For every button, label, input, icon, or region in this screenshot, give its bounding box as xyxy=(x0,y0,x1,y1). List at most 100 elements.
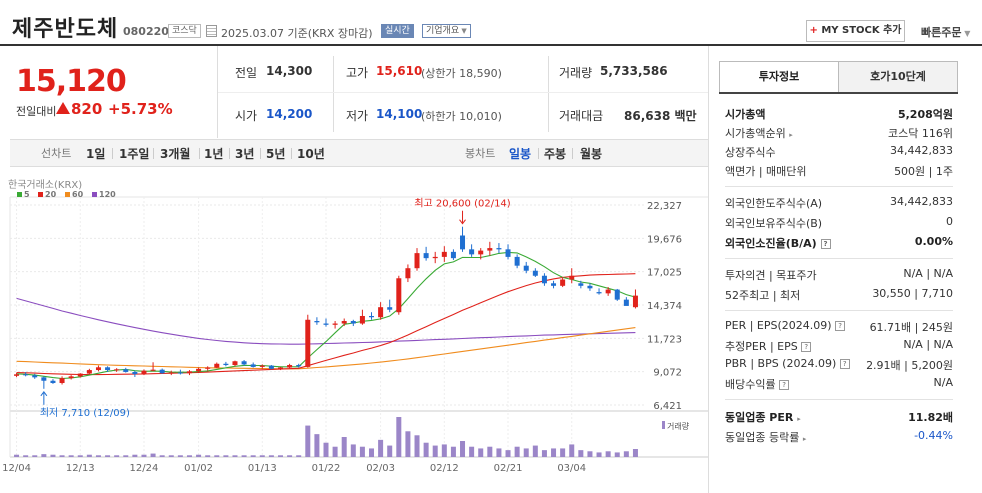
candle-weekly[interactable]: 주봉 xyxy=(544,147,567,161)
low-arrow-head xyxy=(40,390,48,397)
row-52week: 52주최고 | 최저 30,550 | 7,710 xyxy=(725,287,953,305)
quote-row-divider xyxy=(218,92,708,93)
volume-bar xyxy=(378,439,384,457)
legend-swatch xyxy=(38,192,43,197)
market-badge: 코스닥 xyxy=(168,24,201,38)
per-eps-value: 61.71배 | 245원 xyxy=(869,321,953,334)
quick-order-button[interactable]: 빠른주문 ▼ xyxy=(921,24,970,40)
period-divider xyxy=(112,148,113,159)
help-icon[interactable]: ? xyxy=(839,359,850,369)
volume-bar xyxy=(514,446,520,457)
period-bar: 선차트 1일 1주일 3개월 1년 3년 5년 10년 봉차트 일봉 주봉 월봉 xyxy=(10,139,708,167)
candle-body xyxy=(514,256,520,266)
volume-bar xyxy=(186,455,192,457)
foreign-rate-text: 외국인소진율(B/A) xyxy=(725,237,817,250)
volume-bar xyxy=(41,454,47,457)
par-unit-label: 액면가 | 매매단위 xyxy=(725,165,807,178)
x-tick-label: 01/02 xyxy=(184,463,213,474)
volume-bar xyxy=(95,455,101,457)
up-triangle-icon xyxy=(56,102,70,114)
volume-bar xyxy=(423,442,429,457)
row-industry-per: 동일업종 PER ▸ 11.82배 xyxy=(725,409,953,427)
candle-body xyxy=(196,368,202,372)
candle-body xyxy=(277,367,283,369)
chart-axes: 22,327 19,676 17,025 14,374 11,723 9,072 6,421… xyxy=(2,201,682,474)
candle-chart-label: 봉차트 xyxy=(465,147,496,160)
add-mystock-button[interactable]: + MY STOCK 추가 xyxy=(806,20,905,42)
candle-body xyxy=(378,307,384,318)
x-tick-label: 01/13 xyxy=(248,463,277,474)
x-tick-label: 02/21 xyxy=(494,463,523,474)
period-3m[interactable]: 3개월 xyxy=(160,147,191,161)
period-divider xyxy=(229,148,230,159)
help-icon[interactable]: ? xyxy=(801,342,812,352)
shares-value: 34,442,833 xyxy=(890,144,953,157)
help-icon[interactable]: ? xyxy=(820,239,831,249)
volume-bar xyxy=(177,455,183,457)
section-divider xyxy=(725,186,953,187)
tab-orderbook[interactable]: 호가10단계 xyxy=(838,61,958,93)
candle-body xyxy=(323,323,329,325)
row-industry-rate: 동일업종 등락률 ▸ -0.44% xyxy=(725,429,953,447)
w52-value: 30,550 | 7,710 xyxy=(872,287,953,300)
period-10y[interactable]: 10년 xyxy=(297,147,325,161)
volume-bar xyxy=(287,455,293,457)
company-overview-button[interactable]: 기업개요 ▼ xyxy=(422,24,471,38)
market-cap-value: 5,208억원 xyxy=(897,108,953,121)
period-divider xyxy=(572,148,573,159)
candle-body xyxy=(523,265,529,271)
candle-body xyxy=(141,370,147,375)
period-3y[interactable]: 3년 xyxy=(235,147,255,161)
chevron-down-icon: ▼ xyxy=(961,29,971,38)
y-tick-label: 19,676 xyxy=(647,234,682,245)
candle-body xyxy=(132,371,138,375)
help-icon[interactable]: ? xyxy=(835,321,846,331)
candle-body xyxy=(332,323,338,325)
stock-code: 080220 xyxy=(123,25,169,38)
plus-icon: + xyxy=(809,25,818,36)
realtime-button[interactable]: 실시간 xyxy=(381,24,414,38)
volume-bar xyxy=(314,434,320,457)
chevron-right-icon: ▸ xyxy=(789,131,793,139)
volume-bar xyxy=(469,446,475,457)
volume-bar xyxy=(578,450,584,457)
legend-swatch xyxy=(92,192,97,197)
candle-body xyxy=(496,248,502,250)
per-eps-text: PER | EPS(2024.09) xyxy=(725,319,832,332)
tab-invest-info[interactable]: 투자정보 xyxy=(719,61,839,93)
candle-body xyxy=(414,253,420,269)
candle-body xyxy=(605,289,611,294)
period-1y[interactable]: 1년 xyxy=(204,147,224,161)
stock-name: 제주반도체 xyxy=(12,17,119,42)
candle-body xyxy=(186,371,192,374)
volume-bar xyxy=(150,453,156,457)
period-1d[interactable]: 1일 xyxy=(86,147,106,161)
dividend-label: 배당수익률 ? xyxy=(725,376,790,392)
help-icon[interactable]: ? xyxy=(779,380,790,390)
candle-body xyxy=(214,363,220,368)
pbr-bps-text: PBR | BPS (2024.09) xyxy=(725,357,837,370)
section-divider xyxy=(725,310,953,311)
period-1w[interactable]: 1주일 xyxy=(119,147,150,161)
candle-body xyxy=(123,369,129,372)
candle-monthly[interactable]: 월봉 xyxy=(580,147,603,161)
candle-body xyxy=(114,369,120,371)
candle-daily[interactable]: 일봉 xyxy=(509,147,532,161)
foreign-hold-label: 외국인보유주식수(B) xyxy=(725,217,823,230)
period-divider xyxy=(260,148,261,159)
per-eps-label: PER | EPS(2024.09) ? xyxy=(725,319,846,332)
candle-body xyxy=(59,378,65,384)
volume-bar xyxy=(214,455,220,457)
volume-bar xyxy=(59,455,65,457)
period-5y[interactable]: 5년 xyxy=(266,147,286,161)
stock-header: 제주반도체 080220 코스닥 2025.03.07 기준(KRX 장마감) … xyxy=(0,0,982,46)
high-value: 15,610 xyxy=(376,64,423,78)
est-per-eps-text: 추정PER | EPS xyxy=(725,340,798,353)
candle-body xyxy=(441,251,447,257)
volume-bar xyxy=(232,455,238,457)
legend-label: 120 xyxy=(99,190,116,199)
price-chart[interactable]: 거래량 22,327 19,676 17,025 14,374 11,723 9,072 6… xyxy=(0,168,708,493)
volume-value: 5,733,586 xyxy=(600,64,668,78)
foreign-rate-label: 외국인소진율(B/A) ? xyxy=(725,235,831,251)
candle-body xyxy=(305,319,311,367)
